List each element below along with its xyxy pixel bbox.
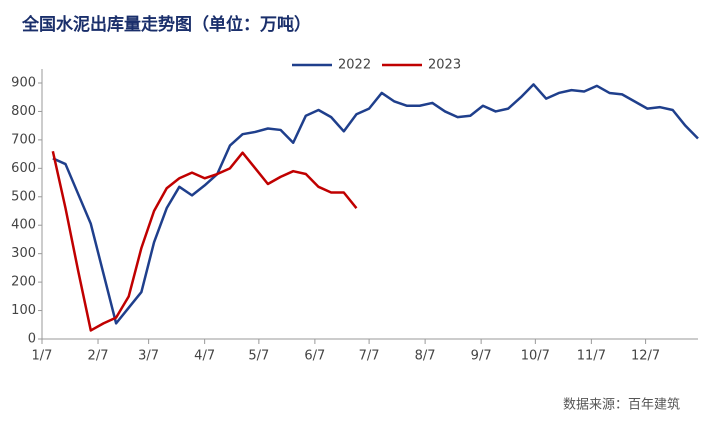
x-tick-label: 11/7 (577, 349, 606, 364)
chart-title: 全国水泥出库量走势图（单位：万吨） (21, 14, 311, 35)
source: 数据来源：百年建筑 (563, 397, 680, 413)
legend-label: 2022 (338, 58, 371, 73)
x-tick-label: 6/7 (304, 349, 325, 364)
y-tick-label: 400 (11, 218, 36, 233)
y-tick-label: 700 (11, 132, 36, 147)
y-tick-label: 900 (11, 76, 36, 91)
x-tick-label: 2/7 (88, 349, 109, 364)
y-tick-label: 800 (11, 104, 36, 119)
y-tick-label: 200 (11, 275, 36, 290)
y-tick-label: 0 (28, 332, 36, 347)
y-tick-label: 300 (11, 246, 36, 261)
y-tick-label: 100 (11, 303, 36, 318)
x-tick-label: 1/7 (32, 349, 53, 364)
x-tick-label: 8/7 (415, 349, 436, 364)
x-tick-label: 12/7 (631, 349, 660, 364)
y-tick-label: 600 (11, 161, 36, 176)
series-line (52, 83, 699, 325)
legend-label: 2023 (428, 58, 461, 73)
x-tick-label: 5/7 (248, 349, 269, 364)
x-tick-label: 10/7 (521, 349, 550, 364)
x-tick-label: 3/7 (138, 349, 159, 364)
x-tick-label: 9/7 (471, 349, 492, 364)
series-line (51, 150, 358, 332)
y-tick-label: 500 (11, 189, 36, 204)
x-tick-label: 4/7 (194, 349, 215, 364)
x-tick-label: 7/7 (359, 349, 380, 364)
